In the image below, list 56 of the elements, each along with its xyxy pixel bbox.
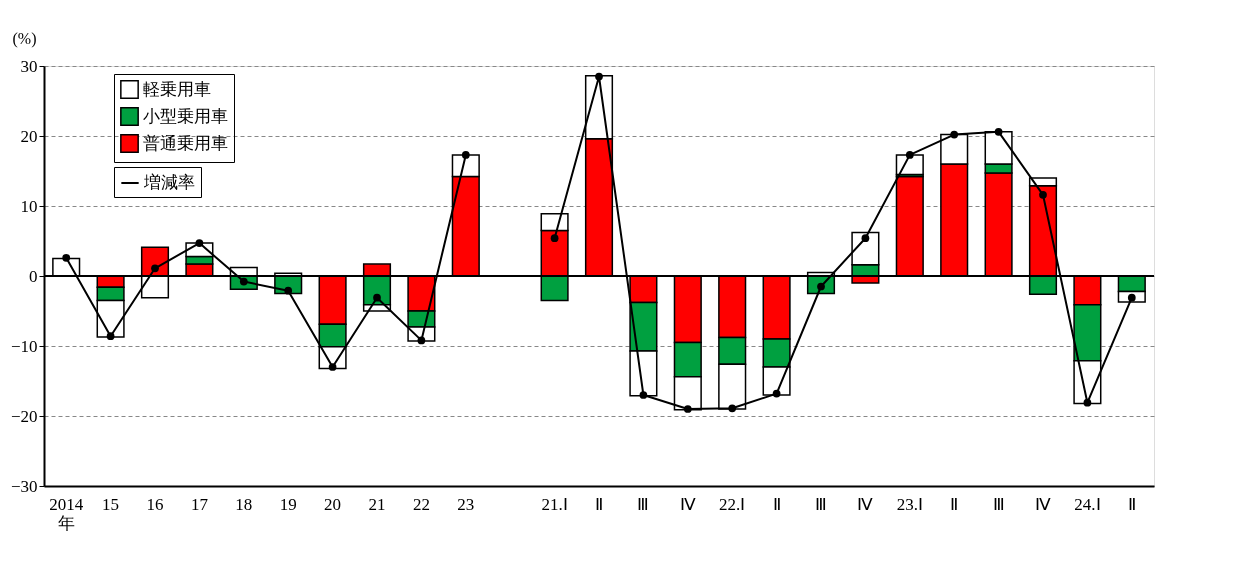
y-tick-label: −10: [10, 336, 38, 356]
x-tick-label: 22: [412, 494, 430, 514]
x-tick-label: 16: [146, 494, 164, 514]
point: [328, 363, 337, 371]
x-tick-label: 20: [324, 494, 342, 514]
x-tick-label: 19: [279, 494, 297, 514]
x-tick-label: 22.Ⅰ: [719, 494, 746, 514]
x-tick-label: Ⅱ: [772, 494, 781, 514]
legend-label: 増減率: [143, 173, 195, 192]
x-tick-label: 17: [190, 494, 209, 514]
y-tick-label: 10: [20, 196, 38, 216]
x-tick-label: 21: [368, 494, 386, 514]
point: [728, 404, 737, 413]
legend-label: 小型乗用車: [143, 106, 228, 126]
point: [373, 293, 381, 302]
point: [861, 234, 870, 243]
x-tick-label: 15: [102, 494, 120, 514]
x-tick-label: 23: [457, 494, 475, 514]
point: [62, 253, 71, 262]
point: [106, 332, 115, 341]
x-tick-label: Ⅲ: [815, 494, 827, 514]
y-axis-title: (%): [12, 29, 37, 48]
y-tick-label: 20: [20, 126, 38, 146]
x-tick-label: Ⅱ: [1127, 494, 1136, 514]
point: [950, 130, 959, 139]
x-tick-label: Ⅲ: [637, 494, 650, 514]
x-tick-label: Ⅱ: [950, 494, 959, 514]
x-tick-label: 21.Ⅰ: [541, 494, 568, 514]
point: [1039, 190, 1047, 199]
y-tick-label: 0: [29, 266, 38, 286]
point: [417, 336, 426, 345]
legend-label: 普通乗用車: [143, 133, 228, 153]
y-tick-label: −20: [10, 406, 38, 426]
x-tick-label: 23.Ⅰ: [896, 494, 923, 514]
point: [195, 239, 204, 247]
x-tick-label: Ⅳ: [679, 494, 696, 514]
y-tick-label: 30: [20, 56, 38, 76]
x-tick-label: 2014 年: [49, 494, 84, 533]
point: [550, 234, 559, 243]
legend-label: 軽乗用車: [143, 79, 211, 99]
point: [994, 127, 1003, 136]
point: [1083, 398, 1092, 407]
point: [461, 151, 470, 159]
x-tick-label: 18: [235, 494, 253, 514]
point: [151, 264, 159, 273]
y-tick-label: −30: [10, 476, 38, 496]
point: [905, 151, 914, 159]
point: [639, 391, 648, 399]
point: [683, 405, 692, 413]
x-tick-label: Ⅳ: [1035, 494, 1051, 514]
point: [595, 72, 603, 81]
x-tick-label: Ⅱ: [595, 494, 603, 514]
x-tick-label: Ⅲ: [992, 494, 1005, 514]
x-tick-label: Ⅳ: [857, 494, 874, 514]
point: [772, 389, 781, 398]
x-tick-label: 24.Ⅰ: [1074, 494, 1101, 514]
